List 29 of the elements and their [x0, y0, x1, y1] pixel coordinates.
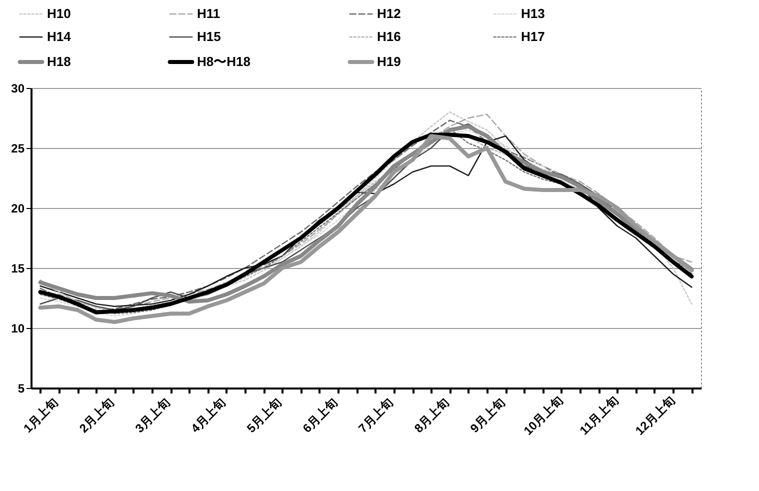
legend-label: H13 [521, 6, 545, 21]
legend-label: H17 [521, 29, 545, 44]
x-tick-label: 4月上旬 [188, 395, 228, 436]
y-tick-label: 25 [11, 142, 25, 156]
x-tick-label: 11月上旬 [576, 393, 622, 438]
legend-label: H10 [47, 6, 71, 21]
legend-label: H15 [197, 29, 221, 44]
x-tick-label: 3月上旬 [132, 395, 173, 436]
legend-label: H11 [197, 6, 220, 21]
x-tick-label: 8月上旬 [412, 395, 452, 436]
y-tick-label: 5 [18, 382, 25, 396]
y-tick-label: 30 [11, 82, 25, 96]
legend-label: H14 [47, 29, 72, 44]
y-tick-label: 20 [11, 202, 25, 216]
x-tick-label: 7月上旬 [356, 395, 396, 436]
x-tick-label: 1月上旬 [20, 395, 61, 436]
legend-label: H18 [47, 54, 71, 69]
legend-label: H12 [377, 6, 401, 21]
x-tick-label: 10月上旬 [520, 393, 566, 438]
x-tick-label: 5月上旬 [244, 395, 284, 436]
legend-label: H19 [377, 54, 401, 69]
x-tick-label: 9月上旬 [467, 395, 508, 436]
x-tick-label: 6月上旬 [300, 395, 340, 436]
legend-label: H16 [377, 29, 401, 44]
legend-label: H8〜H18 [197, 54, 250, 69]
y-tick-label: 15 [11, 262, 25, 276]
y-tick-label: 10 [11, 322, 25, 336]
x-tick-label: 2月上旬 [76, 395, 117, 436]
x-tick-label: 12月上旬 [632, 393, 678, 438]
